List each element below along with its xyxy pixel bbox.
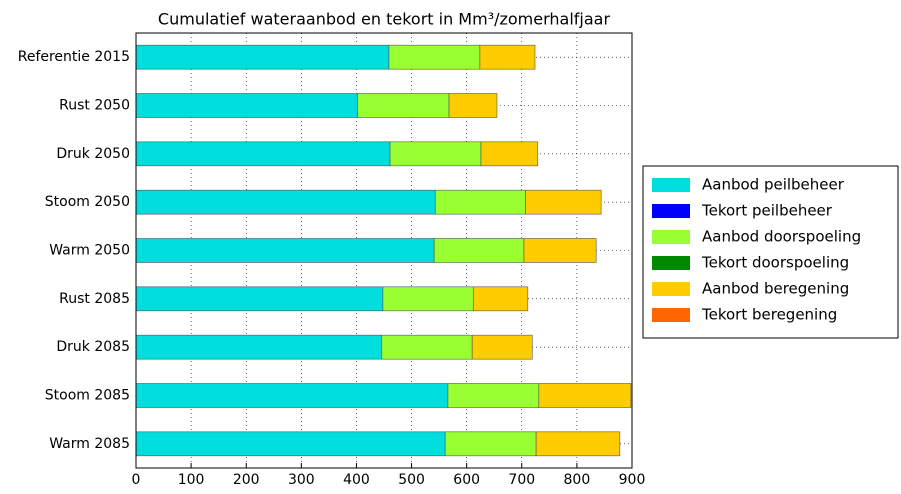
bar-segment <box>480 141 539 167</box>
bar-segment <box>523 238 597 263</box>
x-tick-label: 700 <box>508 472 535 488</box>
bar-segment <box>444 431 537 457</box>
y-tick-label: Stoom 2050 <box>45 194 130 210</box>
legend-swatch <box>652 230 690 244</box>
x-tick-label: 0 <box>132 472 141 488</box>
legend-swatch <box>652 256 690 270</box>
bar-segment <box>382 286 474 312</box>
x-tick-label: 400 <box>343 472 370 488</box>
y-tick-label: Rust 2050 <box>59 98 130 114</box>
chart-title: Cumulatief wateraanbod en tekort in Mm³/… <box>158 10 611 29</box>
x-tick-label: 500 <box>398 472 425 488</box>
bar-segment <box>479 44 536 70</box>
bar-segment <box>135 238 435 263</box>
x-tick-label: 300 <box>288 472 315 488</box>
y-tick-label: Druk 2085 <box>56 339 130 355</box>
bar-segment <box>525 189 602 215</box>
legend-label: Aanbod peilbeheer <box>702 176 845 194</box>
bar-segment <box>535 431 621 457</box>
bar-segment <box>135 383 449 408</box>
legend-label: Aanbod doorspoeling <box>702 228 861 246</box>
x-tick-label: 600 <box>453 472 480 488</box>
bar-segment <box>135 431 446 457</box>
bar-segment <box>433 238 525 263</box>
y-tick-label: Rust 2085 <box>59 291 130 307</box>
legend-swatch <box>652 178 690 192</box>
bar-segment <box>434 189 526 215</box>
bar-segment <box>135 93 358 118</box>
y-tick-label: Warm 2050 <box>49 243 130 259</box>
y-tick-label: Warm 2085 <box>49 436 130 452</box>
bar-segment <box>135 286 384 312</box>
bar-segment <box>472 286 529 312</box>
y-tick-label: Druk 2050 <box>56 146 130 162</box>
bar-segment <box>448 93 498 118</box>
legend-label: Aanbod beregening <box>702 280 849 298</box>
bar-segment <box>135 44 390 70</box>
x-tick-label: 800 <box>564 472 591 488</box>
bar-segment <box>135 334 383 360</box>
x-tick-label: 200 <box>233 472 260 488</box>
legend-label: Tekort doorspoeling <box>701 254 849 272</box>
x-tick-label: 100 <box>178 472 205 488</box>
legend-swatch <box>652 308 690 322</box>
x-tick-label: 900 <box>619 472 646 488</box>
plot-frame <box>135 32 633 469</box>
y-tick-label: Stoom 2085 <box>45 388 130 404</box>
bar-segment <box>389 141 482 167</box>
bar-segment <box>357 93 450 118</box>
legend-label: Tekort peilbeheer <box>701 202 833 220</box>
bar-segment <box>388 44 481 70</box>
bar-segment <box>135 141 391 167</box>
bar-segment <box>381 334 473 360</box>
bar-segment <box>471 334 533 360</box>
y-tick-label: Referentie 2015 <box>18 49 130 65</box>
bar-segment <box>538 383 632 408</box>
legend-label: Tekort beregening <box>701 306 837 324</box>
legend-swatch <box>652 282 690 296</box>
bar-segment <box>135 189 436 215</box>
bar-segment <box>447 383 540 408</box>
legend-swatch <box>652 204 690 218</box>
